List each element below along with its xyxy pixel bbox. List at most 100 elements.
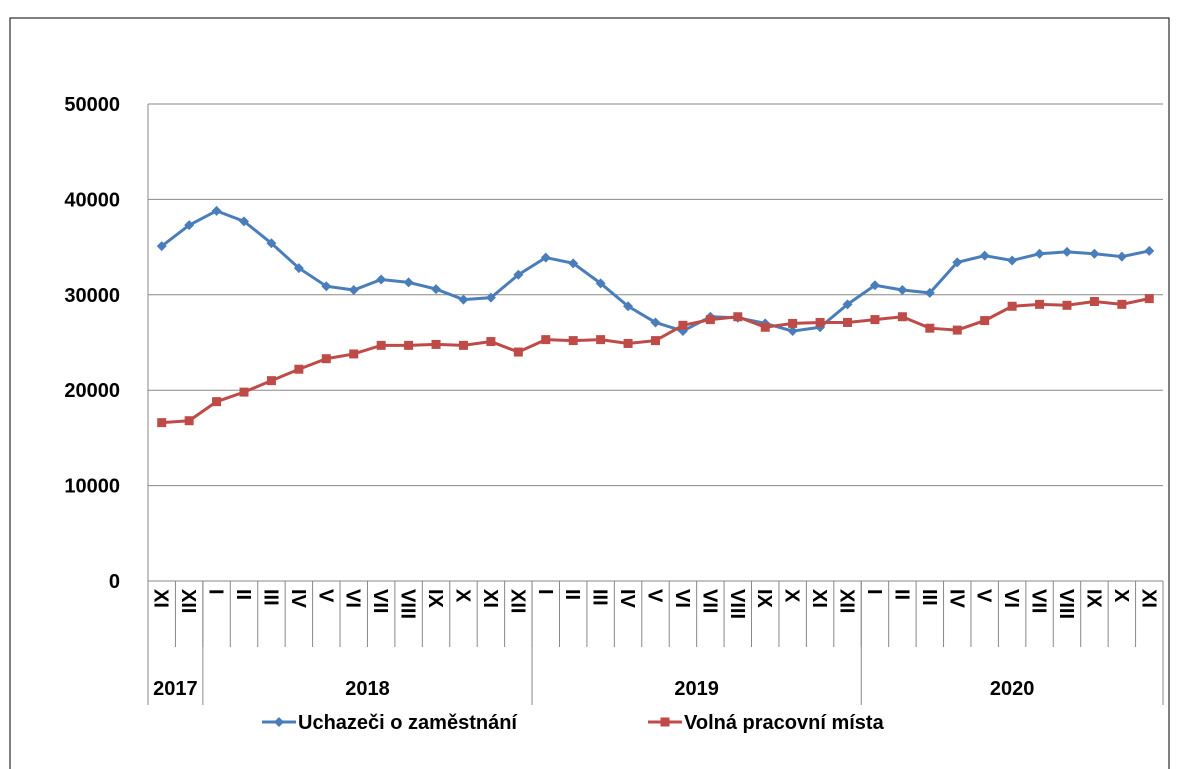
data-point [1144, 245, 1155, 256]
x-tick-label: VII [698, 589, 720, 613]
x-tick-label: I [534, 589, 556, 595]
x-tick-label: X [451, 589, 473, 603]
x-tick-label: VIII [397, 589, 419, 619]
y-tick-label: 10000 [64, 476, 120, 498]
x-tick-label: XI [150, 589, 172, 608]
legend-label: Uchazeči o zaměstnání [298, 712, 518, 734]
data-point [266, 376, 276, 386]
data-point [760, 322, 770, 332]
x-tick-label: VIII [1055, 589, 1077, 619]
data-point [513, 269, 524, 280]
x-tick-label: II [561, 589, 583, 600]
frame [9, 17, 1170, 769]
year-label: 2020 [990, 678, 1035, 700]
data-point [733, 312, 743, 322]
y-tick-label: 20000 [64, 380, 120, 402]
data-point [1062, 300, 1072, 310]
y-tick-label: 50000 [64, 94, 120, 116]
series-line [161, 297, 1150, 425]
data-point [458, 294, 469, 305]
x-tick-label: III [259, 589, 281, 606]
data-point [843, 317, 853, 327]
y-tick-label: 0 [109, 571, 120, 593]
data-point [979, 250, 990, 261]
data-point [568, 336, 578, 346]
data-point [568, 258, 579, 269]
data-point [211, 205, 222, 216]
x-tick-label: VIII [726, 589, 748, 619]
x-tick-label: VI [671, 589, 693, 608]
year-label: 2019 [674, 678, 719, 700]
data-point [157, 418, 167, 428]
data-point [952, 325, 962, 335]
data-point [156, 241, 167, 252]
data-point [897, 285, 908, 296]
data-point [404, 340, 414, 350]
data-point [842, 299, 853, 310]
data-point [239, 216, 250, 227]
data-point [623, 301, 634, 312]
x-tick-label: XI [808, 589, 830, 608]
data-point [1035, 299, 1045, 309]
data-point [1116, 251, 1127, 262]
x-tick-label: XII [836, 589, 858, 613]
data-point [348, 285, 359, 296]
x-tick-label: VII [369, 589, 391, 613]
x-tick-label: IV [945, 589, 967, 609]
x-tick-label: IV [616, 589, 638, 609]
data-point [897, 312, 907, 322]
data-point [925, 323, 935, 333]
legend-marker [660, 717, 670, 727]
data-point [678, 320, 688, 330]
data-point [952, 257, 963, 268]
x-tick-label: X [1110, 589, 1132, 603]
data-point [376, 274, 387, 285]
x-tick-label: II [890, 589, 912, 600]
data-point [239, 387, 249, 397]
data-point [349, 349, 359, 359]
data-point [485, 292, 496, 303]
legend-label: Volná pracovní místa [684, 712, 885, 734]
data-point [815, 317, 825, 327]
data-point [787, 326, 798, 337]
x-tick-label: IV [287, 589, 309, 609]
data-point [924, 287, 935, 298]
data-point [595, 278, 606, 289]
x-tick-label: XI [479, 589, 501, 608]
x-tick-label: I [863, 589, 885, 595]
data-point [1089, 248, 1100, 259]
legend-marker [274, 717, 284, 727]
data-point [1061, 246, 1072, 257]
data-point [1144, 294, 1154, 304]
year-label: 2017 [153, 678, 198, 700]
data-point [650, 317, 661, 328]
data-point [705, 315, 715, 325]
x-tick-label: IX [424, 589, 446, 609]
data-point [431, 284, 442, 295]
x-tick-label: IX [1082, 589, 1104, 609]
data-point [293, 263, 304, 274]
data-point [513, 347, 523, 357]
data-point [184, 416, 194, 426]
x-tick-label: VI [1000, 589, 1022, 608]
data-point [869, 280, 880, 291]
data-point [486, 337, 496, 347]
data-point [651, 336, 660, 346]
data-point [403, 277, 414, 288]
data-point [541, 335, 551, 345]
data-point [376, 340, 386, 350]
data-point [458, 340, 468, 350]
x-tick-label: VII [1028, 589, 1050, 613]
data-point [788, 318, 798, 328]
x-tick-label: I [205, 589, 227, 595]
data-point [980, 316, 990, 326]
data-point [623, 338, 633, 348]
data-point [1089, 296, 1099, 306]
x-tick-label: XI [1137, 589, 1159, 608]
x-tick-label: XII [506, 589, 528, 613]
data-point [870, 315, 880, 325]
x-tick-label: V [644, 589, 666, 603]
data-point [540, 252, 551, 263]
data-point [321, 354, 331, 364]
